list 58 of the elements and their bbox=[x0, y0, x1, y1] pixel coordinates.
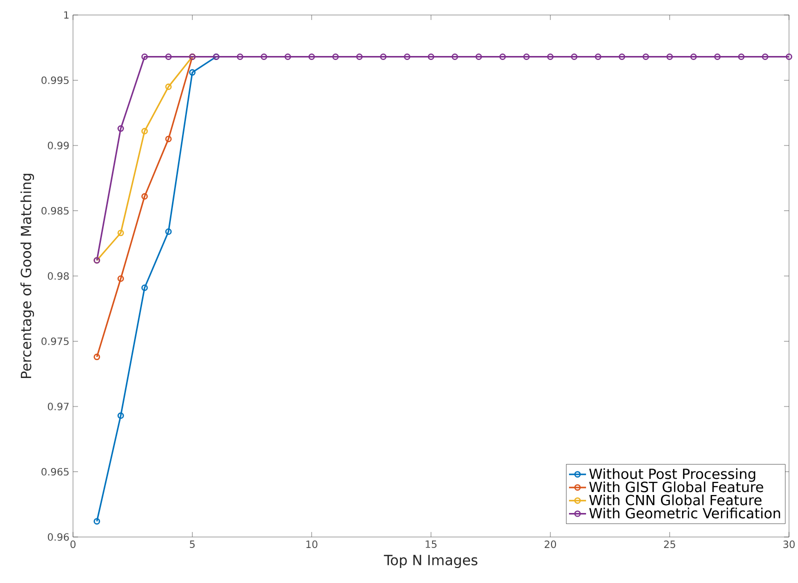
x-tick-label: 5 bbox=[190, 540, 195, 548]
point bbox=[189, 69, 196, 76]
point bbox=[547, 54, 554, 60]
y-tick-label: 0.97 bbox=[48, 402, 69, 410]
point bbox=[141, 128, 148, 134]
legend-label: With CNN Global Feature bbox=[589, 494, 762, 506]
point bbox=[141, 54, 148, 60]
point bbox=[117, 125, 124, 132]
point bbox=[428, 54, 434, 60]
point bbox=[642, 54, 650, 60]
point bbox=[141, 193, 148, 200]
x-tick-label: 30 bbox=[783, 540, 795, 548]
point bbox=[260, 54, 268, 60]
y-tick-label: 0.975 bbox=[42, 337, 69, 346]
point bbox=[308, 54, 315, 60]
y-tick-label: 0.995 bbox=[42, 76, 69, 84]
x-tick-label: 0 bbox=[70, 540, 76, 548]
point bbox=[404, 54, 410, 60]
legend-label: Without Post Processing bbox=[589, 468, 756, 482]
point bbox=[762, 54, 768, 60]
x-tick-label: 10 bbox=[306, 540, 318, 548]
point bbox=[117, 412, 124, 419]
point bbox=[476, 54, 482, 60]
x-tick-label: 25 bbox=[664, 540, 676, 548]
point bbox=[523, 54, 530, 60]
point bbox=[738, 54, 745, 60]
point bbox=[236, 54, 244, 60]
y-tick-label: 0.96 bbox=[48, 533, 69, 541]
y-tick-label: 0.98 bbox=[48, 272, 69, 280]
legend-label: With GIST Global Feature bbox=[589, 481, 764, 492]
point bbox=[165, 84, 172, 90]
point bbox=[141, 284, 148, 291]
point bbox=[356, 54, 363, 60]
point bbox=[594, 54, 602, 60]
point bbox=[714, 54, 721, 60]
y-tick-label: 1 bbox=[64, 11, 69, 19]
point bbox=[380, 54, 387, 60]
y-tick-label: 0.99 bbox=[48, 142, 69, 150]
point bbox=[165, 136, 172, 142]
point bbox=[165, 228, 172, 235]
x-tick-label: 15 bbox=[426, 540, 436, 548]
point bbox=[165, 54, 172, 60]
point bbox=[117, 275, 124, 282]
point bbox=[284, 54, 292, 60]
x-tick-label: 20 bbox=[544, 540, 556, 548]
point bbox=[618, 54, 626, 60]
y-tick-label: 0.965 bbox=[42, 468, 69, 476]
y-tick-label: 0.985 bbox=[42, 206, 69, 215]
y-axis-title: Percentage of Good Matching bbox=[20, 174, 34, 378]
point bbox=[332, 54, 339, 60]
point bbox=[499, 54, 506, 60]
point bbox=[452, 54, 458, 60]
point bbox=[690, 54, 697, 60]
point bbox=[570, 54, 578, 60]
legend-label: With Geometric Verification bbox=[589, 508, 780, 518]
x-axis-title: Top N Images bbox=[384, 554, 478, 568]
point bbox=[117, 230, 124, 236]
point bbox=[666, 54, 673, 60]
